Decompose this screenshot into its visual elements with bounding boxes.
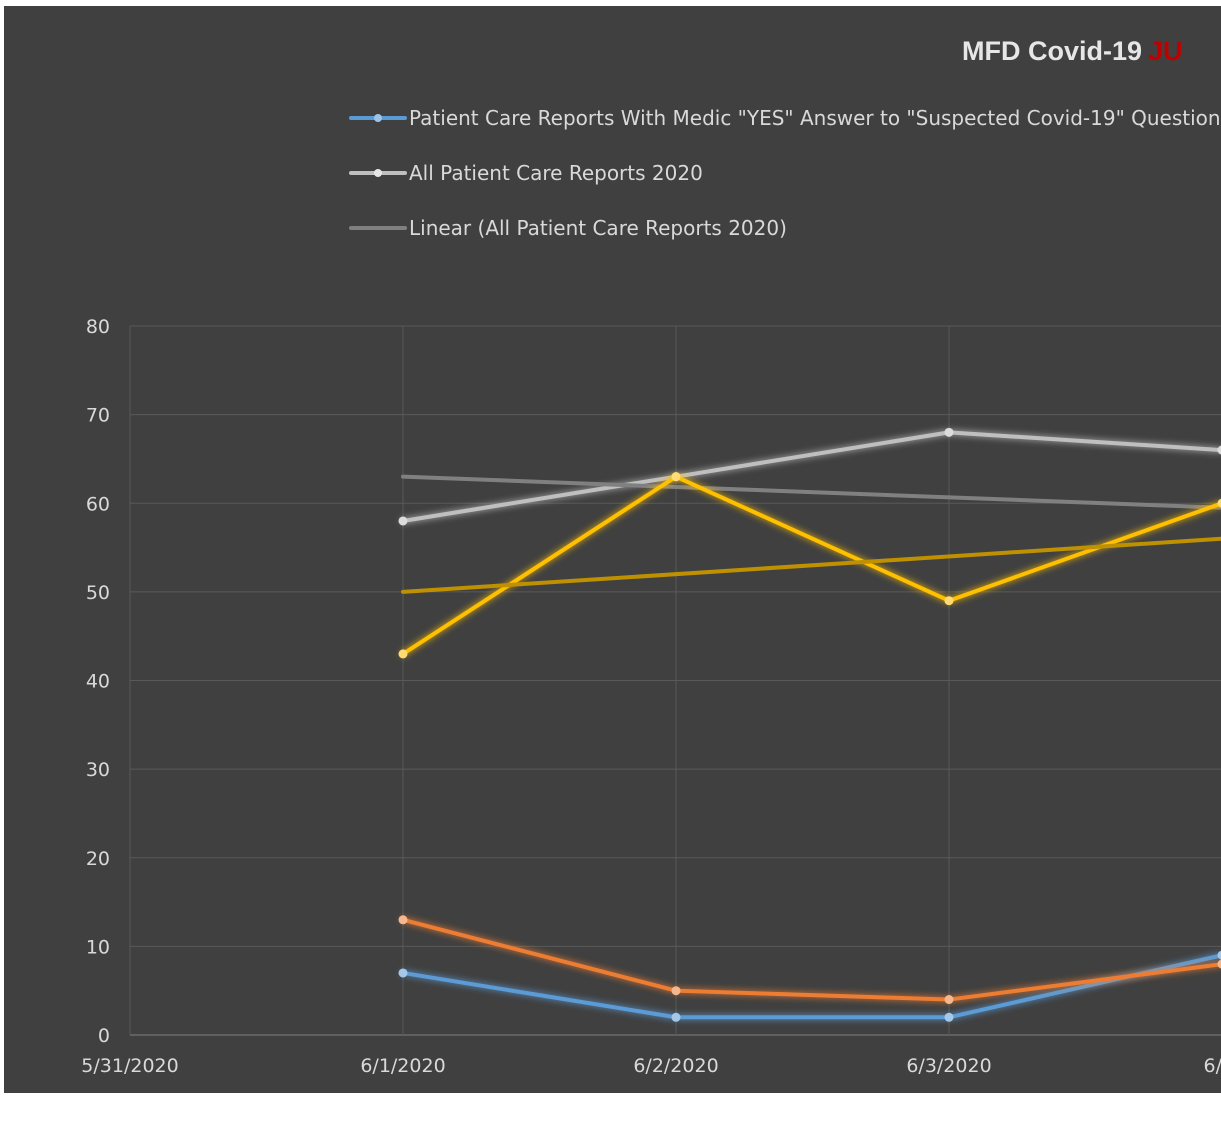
legend-label-all-reports: All Patient Care Reports 2020 xyxy=(409,161,703,185)
data-point-s0-2 xyxy=(944,1012,954,1022)
y-tick-label-80: 80 xyxy=(86,316,110,338)
legend-item-all-reports: All Patient Care Reports 2020 xyxy=(349,159,1221,187)
y-tick-label-30: 30 xyxy=(86,759,110,781)
y-tick-label-60: 60 xyxy=(86,493,110,515)
y-axis-ticks: 0 10 20 30 40 50 60 70 80 xyxy=(86,316,110,1047)
legend-swatch-all-reports xyxy=(349,166,407,180)
series-line-0 xyxy=(401,953,1221,1020)
data-point-s0-1 xyxy=(671,1012,681,1022)
series-lines xyxy=(398,427,1221,1022)
series-line-3 xyxy=(401,474,1221,656)
x-tick-label-3: 6/3/2020 xyxy=(906,1055,991,1077)
x-tick-label-2: 6/2/2020 xyxy=(633,1055,718,1077)
series-line-2 xyxy=(401,474,1221,510)
data-point-s5-2 xyxy=(944,995,954,1005)
data-point-s3-1 xyxy=(671,472,681,482)
series-line-4 xyxy=(401,536,1221,594)
data-point-s5-3 xyxy=(1217,959,1221,969)
data-point-s3-3 xyxy=(1217,498,1221,508)
x-tick-label-1: 6/1/2020 xyxy=(360,1055,445,1077)
chart-area: MFD Covid-19 JU Patient Care Reports With… xyxy=(4,6,1221,1093)
y-tick-label-70: 70 xyxy=(86,405,110,427)
y-tick-label-10: 10 xyxy=(86,936,110,958)
chart-legend: Patient Care Reports With Medic "YES" An… xyxy=(349,104,1221,269)
data-point-s0-0 xyxy=(398,968,408,978)
data-point-s1-2 xyxy=(944,427,954,437)
x-axis-ticks: 5/31/2020 6/1/2020 6/2/2020 6/3/2020 6/4/ xyxy=(81,1055,1221,1077)
y-tick-label-0: 0 xyxy=(98,1025,110,1047)
legend-swatch-linear-all-reports xyxy=(349,221,407,235)
data-point-s0-3 xyxy=(1217,950,1221,960)
data-point-s5-1 xyxy=(671,986,681,996)
chart-title: MFD Covid-19 JU xyxy=(962,36,1183,67)
data-point-s1-3 xyxy=(1217,445,1221,455)
legend-swatch-suspected-covid xyxy=(349,111,407,125)
plot-svg: 0 10 20 30 40 50 60 70 80 5/31/2020 6/1/2020 6/2/2… xyxy=(81,316,1221,1077)
y-tick-label-20: 20 xyxy=(86,848,110,870)
series-line-5 xyxy=(401,917,1221,1002)
data-point-s5-0 xyxy=(398,915,408,925)
legend-label-suspected-covid: Patient Care Reports With Medic "YES" An… xyxy=(409,106,1221,130)
data-point-s1-0 xyxy=(398,516,408,526)
legend-label-linear-all-reports: Linear (All Patient Care Reports 2020) xyxy=(409,216,787,240)
x-tick-label-4: 6/4/ xyxy=(1204,1055,1221,1077)
chart-title-text: MFD Covid-19 xyxy=(962,36,1143,66)
grid-lines xyxy=(129,325,1221,1036)
x-tick-label-0: 5/31/2020 xyxy=(81,1055,178,1077)
y-tick-label-50: 50 xyxy=(86,582,110,604)
data-point-s3-2 xyxy=(944,596,954,606)
data-point-s3-0 xyxy=(398,649,408,659)
legend-item-suspected-covid: Patient Care Reports With Medic "YES" An… xyxy=(349,104,1221,132)
y-tick-label-40: 40 xyxy=(86,671,110,693)
legend-item-linear-all-reports: Linear (All Patient Care Reports 2020) xyxy=(349,214,1221,242)
chart-title-suffix: JU xyxy=(1148,36,1183,66)
series-line-1 xyxy=(401,430,1221,523)
